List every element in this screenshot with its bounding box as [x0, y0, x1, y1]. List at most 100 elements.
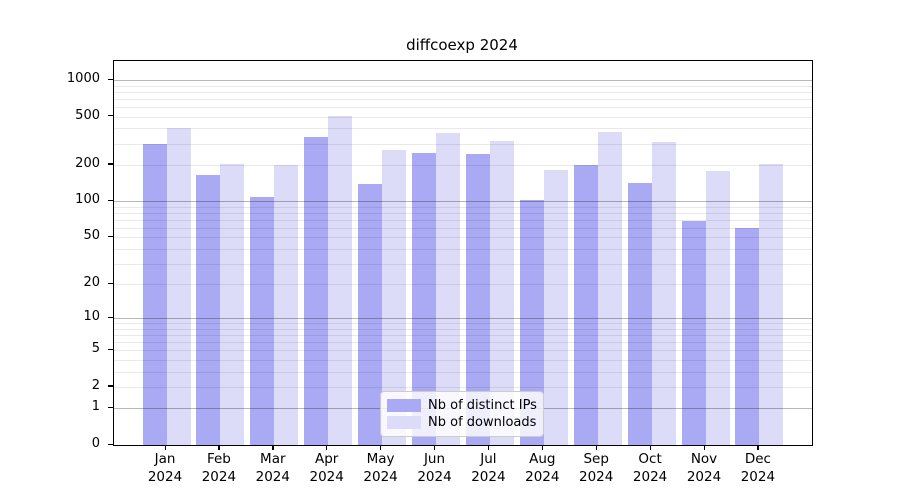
x-tick-nov [703, 445, 705, 450]
bar-downloads-sep [597, 132, 622, 445]
y-tick-0 [108, 443, 113, 445]
x-tick-year-oct: 2024 [632, 469, 668, 485]
bar-downloads-jan [166, 127, 191, 445]
x-tick-label-aug: Aug 2024 [510, 450, 574, 486]
gridline-minor-5 [114, 350, 812, 352]
gridline-minor-80 [114, 212, 812, 214]
x-tick-label-may: May 2024 [349, 450, 413, 486]
y-tick-label-500: 500 [75, 107, 100, 123]
y-tick-500 [108, 115, 113, 117]
x-tick-year-jun: 2024 [417, 469, 452, 485]
gridline-minor-300 [114, 143, 812, 145]
bar-downloads-feb [220, 163, 245, 445]
gridline-minor-40 [114, 248, 812, 250]
bar-downloads-dec [759, 163, 784, 445]
y-tick-label-10: 10 [83, 309, 100, 325]
gridline-major-100 [114, 201, 812, 203]
x-tick-jan [164, 445, 166, 450]
gridline-minor-9 [114, 323, 812, 325]
x-tick-label-jan: Jan 2024 [133, 450, 197, 486]
x-tick-feb [218, 445, 220, 450]
bar-distinct-ips-jan [142, 144, 167, 445]
bar-distinct-ips-dec [735, 227, 760, 445]
bar-downloads-nov [705, 171, 730, 445]
bar-distinct-ips-apr [304, 137, 329, 445]
gridline-minor-200 [114, 164, 812, 166]
gridline-minor-500 [114, 116, 812, 118]
legend-item-downloads: Nb of downloads [387, 414, 537, 431]
x-tick-mar [272, 445, 274, 450]
legend-label-downloads: Nb of downloads [428, 414, 537, 430]
x-tick-apr [326, 445, 328, 450]
y-tick-10 [108, 316, 113, 319]
gridline-minor-800 [114, 91, 812, 93]
gridline-minor-700 [114, 98, 812, 100]
y-tick-label-0: 0 [91, 436, 100, 451]
bar-distinct-ips-nov [681, 220, 706, 445]
plot-area: Nb of distinct IPs Nb of downloads [113, 60, 813, 446]
bar-downloads-aug [543, 170, 568, 445]
x-tick-dec [757, 445, 759, 450]
x-tick-month-apr: Apr [315, 451, 339, 467]
x-tick-month-sep: Sep [583, 451, 609, 467]
y-tick-2 [108, 385, 113, 387]
y-tick-label-20: 20 [83, 275, 100, 291]
x-tick-year-may: 2024 [363, 469, 398, 485]
x-tick-year-aug: 2024 [525, 469, 560, 485]
x-tick-may [380, 445, 382, 450]
x-tick-month-feb: Feb [206, 451, 231, 467]
chart-title: diffcoexp 2024 [406, 36, 518, 54]
x-tick-jul [487, 445, 490, 450]
x-tick-aug [541, 445, 544, 450]
x-tick-month-may: May [366, 451, 395, 467]
bar-distinct-ips-oct [627, 182, 652, 445]
y-tick-1 [108, 406, 113, 409]
x-tick-sep [595, 445, 597, 450]
y-tick-50 [108, 235, 113, 238]
x-tick-oct [649, 445, 651, 450]
x-tick-year-dec: 2024 [740, 469, 776, 485]
bar-distinct-ips-sep [573, 165, 598, 445]
gridline-major-10 [114, 318, 812, 320]
x-tick-jun [434, 445, 436, 450]
x-tick-month-nov: Nov [690, 451, 718, 467]
gridline-minor-4 [114, 360, 812, 361]
y-tick-label-50: 50 [83, 228, 100, 244]
y-tick-1000 [108, 78, 113, 80]
x-tick-month-jun: Jun [423, 451, 446, 467]
gridline-minor-3 [114, 371, 812, 373]
x-tick-month-jan: Jan [154, 451, 176, 467]
y-tick-label-1: 1 [91, 399, 100, 415]
x-tick-label-dec: Dec 2024 [726, 450, 790, 486]
gridline-minor-50 [114, 237, 812, 239]
legend: Nb of distinct IPs Nb of downloads [380, 391, 544, 437]
y-tick-20 [108, 282, 113, 284]
gridline-minor-400 [114, 128, 812, 130]
x-tick-year-jul: 2024 [471, 469, 506, 485]
x-tick-label-oct: Oct 2024 [618, 450, 682, 486]
legend-item-distinct-ips: Nb of distinct IPs [387, 397, 537, 414]
y-tick-label-200: 200 [75, 155, 100, 171]
gridline-minor-90 [114, 206, 812, 208]
x-tick-label-jul: Jul 2024 [456, 450, 520, 486]
gridline-minor-600 [114, 107, 812, 109]
gridline-minor-6 [114, 342, 812, 344]
x-tick-label-nov: Nov 2024 [672, 450, 736, 486]
x-tick-month-mar: Mar [260, 451, 286, 467]
bar-distinct-ips-may [358, 183, 383, 445]
bar-distinct-ips-feb [196, 175, 221, 445]
x-tick-year-nov: 2024 [686, 469, 722, 485]
bar-distinct-ips-mar [250, 197, 275, 445]
x-tick-label-feb: Feb 2024 [187, 450, 251, 486]
x-tick-label-apr: Apr 2024 [295, 450, 359, 486]
gridline-minor-8 [114, 328, 812, 330]
y-tick-label-1000: 1000 [66, 71, 100, 87]
y-tick-200 [108, 163, 113, 165]
x-tick-month-dec: Dec [744, 451, 771, 467]
x-tick-label-sep: Sep 2024 [564, 450, 628, 486]
legend-swatch-distinct-ips [387, 399, 421, 412]
x-tick-month-aug: Aug [529, 451, 556, 467]
x-tick-month-oct: Oct [638, 451, 662, 467]
y-tick-label-100: 100 [75, 192, 100, 208]
